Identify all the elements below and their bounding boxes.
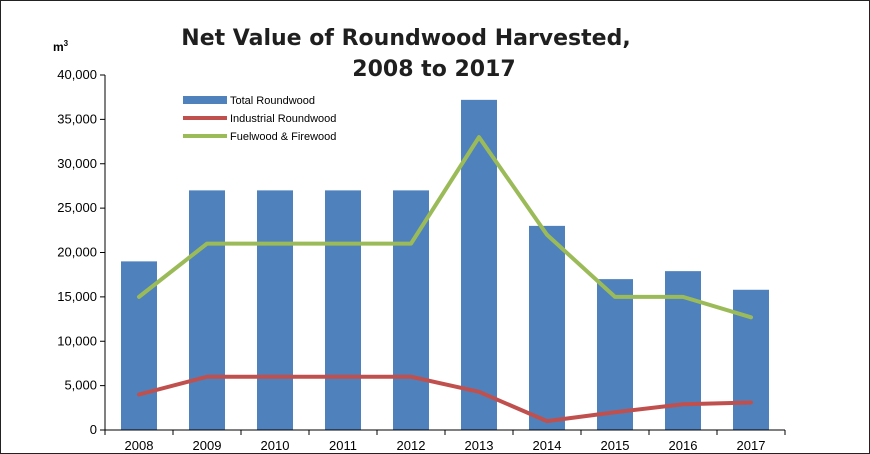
legend-label: Industrial Roundwood	[230, 113, 336, 125]
y-tick-label: 0	[90, 422, 97, 437]
bar-2013	[461, 99, 497, 430]
bar-2009	[189, 190, 225, 430]
bar-2014	[529, 225, 565, 430]
bar-2015	[597, 279, 633, 430]
y-tick-label: 30,000	[57, 156, 97, 171]
legend: Total Roundwood Industrial Roundwood Fuelw…	[183, 95, 336, 143]
bar-2012	[393, 190, 429, 430]
x-tick-label: 2015	[601, 438, 630, 453]
bar-2010	[257, 190, 293, 430]
bar-2017	[733, 289, 769, 430]
x-tick-label: 2017	[737, 438, 766, 453]
series-line-2	[137, 135, 753, 320]
bars-layer	[121, 99, 769, 430]
x-tick-label: 2011	[329, 438, 357, 453]
y-tick-label: 5,000	[64, 378, 97, 393]
x-tick-label: 2010	[261, 438, 290, 453]
series-line-1	[137, 374, 753, 424]
y-axis-unit-base: m	[53, 40, 64, 54]
x-tick-label: 2016	[669, 438, 698, 453]
y-tick-label: 25,000	[57, 200, 97, 215]
y-tick-label: 15,000	[57, 289, 97, 304]
x-tick-label: 2014	[533, 438, 562, 453]
x-tick-label: 2013	[465, 438, 494, 453]
x-tick-label: 2012	[397, 438, 426, 453]
y-axis-unit-sup: 3	[64, 39, 69, 48]
x-tick-label: 2009	[193, 438, 222, 453]
chart-title-line2: 2008 to 2017	[352, 57, 515, 82]
y-tick-label: 35,000	[57, 111, 97, 126]
legend-label: Fuelwood & Firewood	[230, 131, 336, 143]
chart-title-line1: Net Value of Roundwood Harvested,	[181, 26, 630, 51]
legend-label: Total Roundwood	[230, 95, 315, 107]
lines-layer	[137, 135, 753, 424]
legend-swatch-bar	[183, 96, 227, 104]
y-tick-label: 20,000	[57, 245, 97, 260]
axes-layer: 0 5,000 10,000 15,000 20,000 25,000 30,000 35,0…	[57, 67, 786, 453]
y-axis-unit: m3	[53, 39, 69, 54]
x-tick-label: 2008	[125, 438, 154, 453]
y-tick-label: 10,000	[57, 333, 97, 348]
bar-2011	[325, 190, 361, 430]
y-tick-label: 40,000	[57, 67, 97, 82]
